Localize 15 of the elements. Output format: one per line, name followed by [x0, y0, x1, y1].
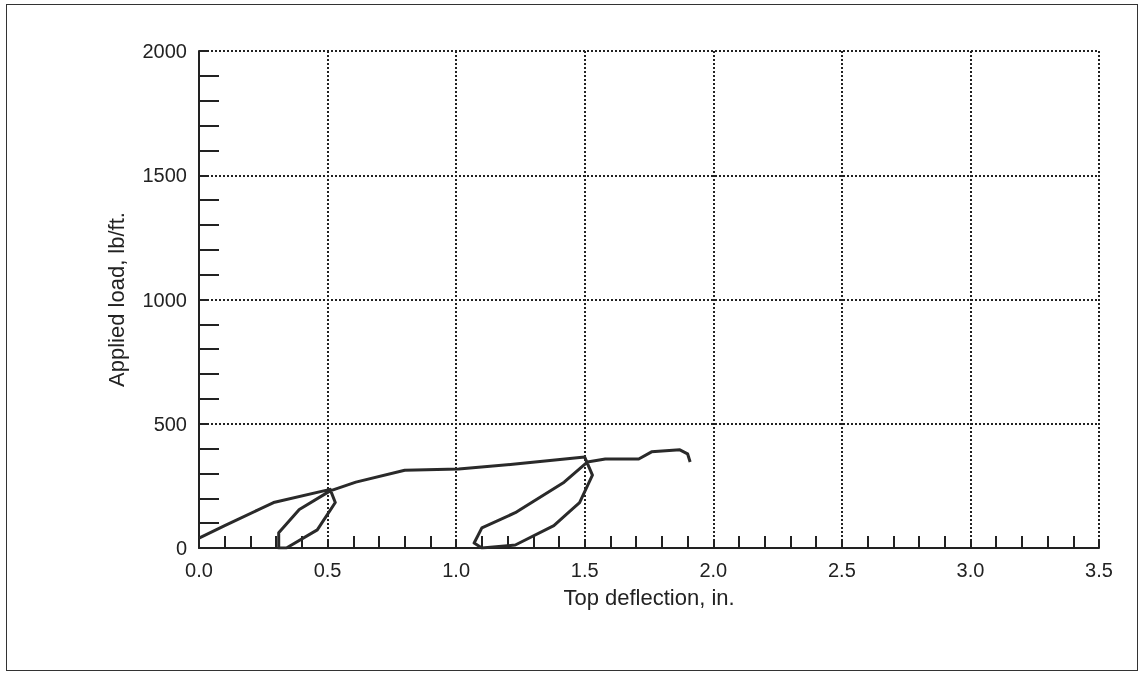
x-tick-label: 0.0 — [185, 559, 213, 581]
x-tick-label: 0.5 — [313, 559, 342, 581]
y-tick-label: 500 — [153, 412, 187, 435]
y-tick-label: 0 — [175, 537, 187, 559]
x-tick-label: 2.0 — [699, 559, 728, 581]
x-tick-label: 2.5 — [827, 559, 856, 581]
y-tick-label: 1500 — [142, 164, 187, 187]
y-axis-title: Applied load, lb/ft. — [103, 212, 129, 387]
y-tick-label: 2000 — [142, 40, 187, 62]
x-tick-label: 3.0 — [956, 559, 985, 581]
y-tick-label: 1000 — [142, 288, 187, 311]
x-axis-title: Top deflection, in. — [563, 584, 735, 610]
x-tick-label: 1.0 — [442, 559, 471, 581]
x-tick-label: 1.5 — [570, 559, 599, 581]
x-tick-label: 3.5 — [1085, 559, 1113, 581]
